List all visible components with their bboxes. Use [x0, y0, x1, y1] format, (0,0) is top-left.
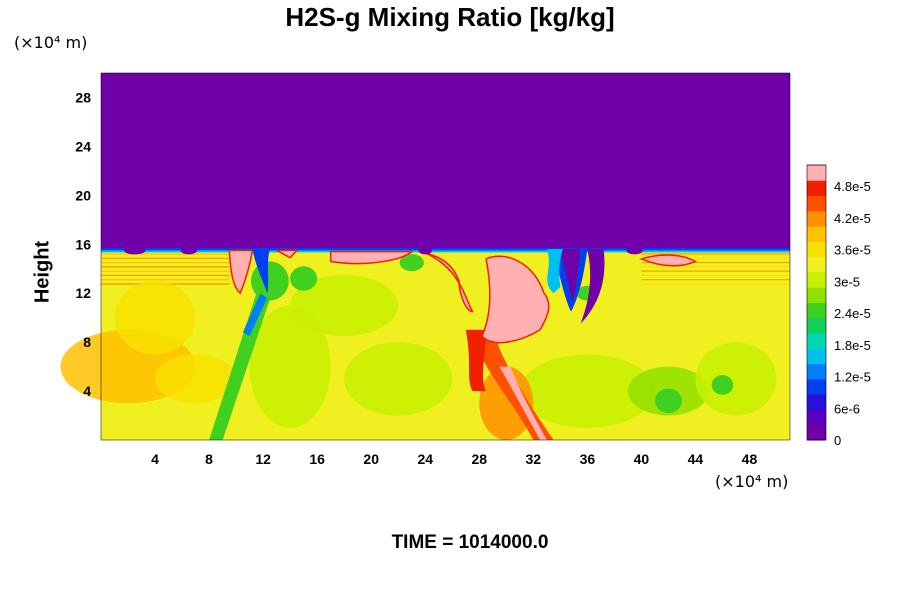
depleted-intrusion [560, 249, 581, 303]
saturated-plume [228, 249, 254, 295]
colorbar-swatch [807, 180, 826, 197]
depleted-intrusion [252, 249, 270, 294]
x-tick-label: 28 [471, 451, 487, 467]
colorbar-swatch [807, 333, 826, 349]
colorbar-tick-label: 0 [834, 433, 841, 448]
colorbar-swatch [807, 302, 826, 319]
depleted-intrusion [546, 249, 564, 294]
green-swirl [654, 388, 682, 414]
green-swirl [399, 254, 424, 272]
saturated-plume [276, 249, 299, 259]
colorbar-swatch [807, 195, 826, 212]
colorbar-tick-label: 4.2e-5 [834, 211, 871, 226]
mixing-patch [155, 354, 237, 404]
interface-dip [180, 246, 197, 255]
x-tick-label: 4 [151, 451, 159, 467]
x-tick-label: 8 [205, 451, 213, 467]
colorbar-swatch [807, 256, 826, 273]
mixing-patch [114, 280, 196, 355]
y-tick-label: 20 [75, 187, 91, 203]
colorbar-tick-label: 4.8e-5 [834, 179, 871, 194]
x-tick-label: 12 [255, 451, 271, 467]
saturated-plume [481, 255, 550, 344]
colorbar-swatch [807, 271, 826, 288]
x-tick-label: 16 [309, 451, 325, 467]
colorbar-swatch [807, 363, 826, 380]
depleted-intrusion [580, 249, 605, 324]
colorbar-swatch [807, 287, 826, 303]
chart-title: H2S-g Mixing Ratio [kg/kg] [285, 2, 615, 32]
saturated-plume [639, 254, 698, 267]
y-tick-label: 16 [75, 236, 91, 252]
mixing-patch [695, 342, 777, 416]
y-tick-label: 28 [75, 89, 91, 105]
colorbar-tick-label: 1.2e-5 [834, 370, 871, 385]
colorbar-swatch [807, 165, 826, 181]
colorbar-tick-label: 3.6e-5 [834, 243, 871, 258]
interface-dip [626, 246, 643, 255]
saturated-plume [424, 252, 474, 313]
plume-streak [499, 366, 547, 440]
colorbar-swatch [807, 348, 826, 365]
colorbar-swatch [807, 241, 826, 258]
y-tick-label: 8 [83, 334, 91, 350]
slanted-streak [209, 293, 270, 440]
colorbar-swatch [807, 424, 826, 441]
boundary-band [101, 247, 790, 251]
colorbar-tick-label: 1.8e-5 [834, 338, 871, 353]
plume-streak [465, 329, 487, 392]
colorbar-swatch [807, 226, 826, 242]
y-tick-label: 4 [83, 383, 91, 399]
mixing-patch [479, 366, 534, 440]
x-unit-label: (×10⁴ m) [715, 472, 789, 491]
mixing-patch [519, 354, 655, 428]
mixing-patch [249, 305, 331, 428]
colorbar-swatch [807, 317, 826, 334]
colorbar-swatch [807, 409, 826, 426]
x-tick-label: 24 [417, 451, 433, 467]
colorbar-tick-label: 6e-6 [834, 401, 860, 416]
y-tick-label: 12 [75, 285, 91, 301]
colorbar-swatch [807, 210, 826, 227]
mixing-patch [344, 342, 453, 416]
y-tick-label: 24 [75, 138, 91, 154]
green-swirl [711, 375, 734, 395]
time-label: TIME = 1014000.0 [391, 532, 549, 553]
green-swirl [290, 266, 318, 291]
x-tick-label: 32 [526, 451, 542, 467]
x-tick-label: 40 [634, 451, 650, 467]
x-tick-label: 44 [688, 451, 704, 467]
x-tick-label: 20 [363, 451, 379, 467]
upper-layer [101, 73, 790, 251]
slanted-streak [242, 293, 268, 337]
colorbar-swatch [807, 378, 826, 395]
x-tick-label: 36 [580, 451, 596, 467]
colorbar-swatch [807, 394, 826, 410]
boundary-band [101, 250, 790, 253]
colorbar-frame [806, 164, 827, 441]
y-unit-label: (×10⁴ m) [14, 33, 88, 52]
mixing-patch [290, 274, 399, 337]
x-tick-label: 48 [742, 451, 758, 467]
plot-frame [100, 72, 791, 441]
interface-dip [123, 246, 146, 255]
interface-dip [418, 246, 432, 255]
saturated-plume [329, 250, 414, 265]
colorbar-tick-label: 2.4e-5 [834, 306, 871, 321]
colorbar-tick-label: 3e-5 [834, 274, 860, 289]
